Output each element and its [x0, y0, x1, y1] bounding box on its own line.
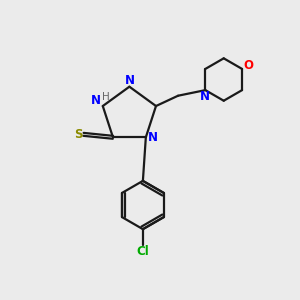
Text: S: S: [74, 128, 82, 141]
Text: N: N: [200, 89, 210, 103]
Text: H: H: [102, 92, 110, 102]
Text: O: O: [243, 59, 253, 72]
Text: N: N: [125, 74, 135, 87]
Text: Cl: Cl: [136, 245, 149, 258]
Text: N: N: [91, 94, 101, 107]
Text: N: N: [148, 131, 158, 144]
